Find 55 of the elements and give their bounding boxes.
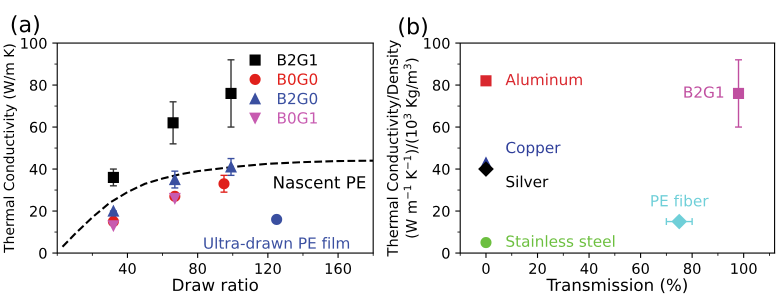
x-axis-title: Transmission (%) — [546, 278, 687, 294]
y-tick-label: 60 — [30, 122, 47, 133]
annotation: Aluminum — [506, 73, 582, 86]
point — [108, 220, 119, 232]
y-tick-label: 80 — [432, 80, 450, 91]
point — [732, 88, 744, 100]
x-tick-label: 40 — [118, 263, 136, 274]
x-tick-label: 80 — [189, 263, 206, 274]
point — [225, 161, 237, 173]
point — [108, 205, 119, 217]
point — [225, 88, 237, 100]
y-tick-label: 40 — [432, 164, 450, 175]
legend-label: B2G1 — [278, 54, 317, 66]
x-tick-label: 20 — [529, 263, 546, 274]
y-tick-label: 0 — [442, 248, 450, 259]
y-tick-label: 20 — [30, 206, 47, 217]
y-tick-label: 0 — [39, 248, 47, 259]
y-tick-label: 20 — [432, 206, 450, 217]
point — [672, 214, 687, 230]
point — [271, 214, 282, 226]
y-tick-label: 80 — [30, 80, 47, 91]
legend-label: B0G1 — [278, 112, 317, 124]
point — [108, 172, 119, 184]
x-tick-label: 60 — [632, 263, 649, 274]
x-tick-label: 160 — [326, 263, 352, 274]
point — [478, 161, 494, 177]
y-tick-label: 60 — [432, 122, 450, 133]
legend-label: B0G0 — [278, 73, 318, 85]
annotation: Ultra-drawn PE film — [204, 237, 350, 249]
y-tick-label: 100 — [21, 38, 47, 49]
point — [169, 192, 180, 204]
x-tick-label: 100 — [731, 263, 757, 274]
annotation: Copper — [506, 142, 561, 156]
y-tick-label: 100 — [424, 38, 450, 49]
point — [168, 117, 179, 128]
annotation: PE fiber — [651, 194, 709, 207]
x-tick-label: 40 — [580, 263, 598, 274]
text: (b) — [399, 17, 427, 38]
annotation: Silver — [506, 176, 548, 188]
point — [480, 236, 492, 248]
annotation: B2G1 — [684, 86, 724, 98]
x-tick-label: 80 — [684, 263, 700, 274]
point — [169, 174, 180, 186]
x-axis-title: Draw ratio — [173, 278, 258, 292]
x-tick-label: 0 — [482, 263, 490, 274]
x-tick-label: 120 — [256, 263, 281, 274]
text: Thermal Conductivity/Density (W m$^{−1}$ K$^{−1}$)/(10$^{3}$ Kg/m$^{3}$) — [386, 40, 420, 256]
annotation: Stainless steel — [506, 235, 614, 247]
annotation: Nascent PE — [274, 176, 366, 189]
y-axis-title: Thermal Conductivity (W/m K) — [3, 44, 17, 253]
legend-label: B2G0 — [278, 92, 318, 104]
y-tick-label: 40 — [30, 164, 47, 175]
text: (a) — [12, 15, 39, 36]
point — [218, 178, 230, 190]
point — [480, 75, 492, 86]
